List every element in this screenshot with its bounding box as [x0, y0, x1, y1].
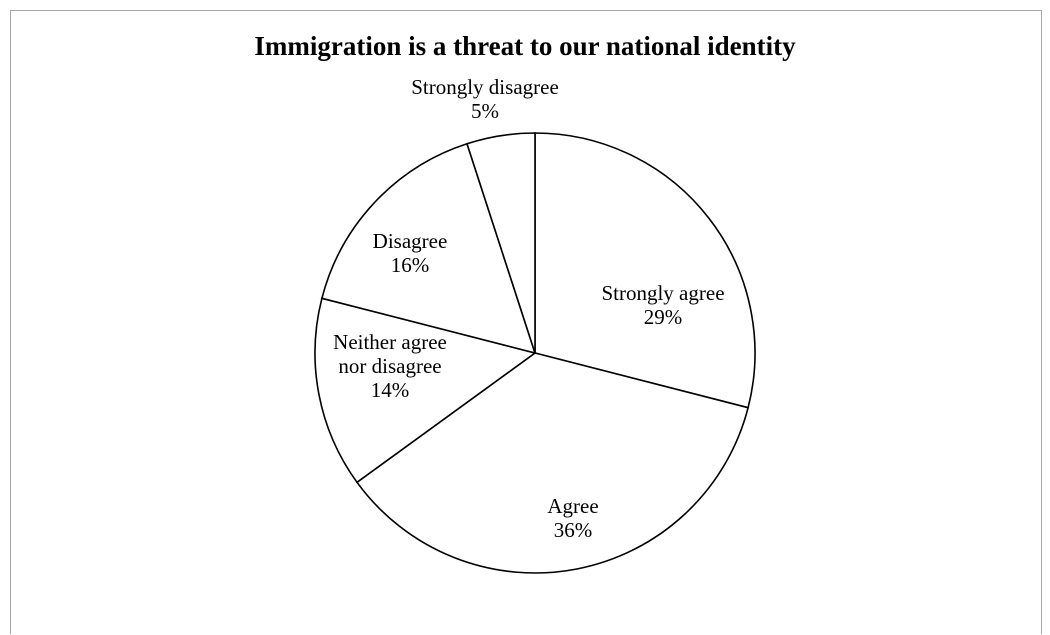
pie-slice	[466, 132, 536, 354]
slice-label: Disagree 16%	[373, 229, 448, 277]
chart-title: Immigration is a threat to our national …	[254, 31, 796, 61]
pie-slice	[534, 132, 756, 409]
slice-percent: 14%	[371, 378, 410, 402]
slice-category: Agree	[547, 494, 598, 518]
pie-slice	[320, 142, 537, 355]
slice-category: Strongly agree	[601, 281, 724, 305]
slice-percent: 36%	[554, 518, 593, 542]
slice-label: Strongly agree 29%	[601, 281, 724, 329]
slice-category: Strongly disagree	[411, 75, 559, 99]
slice-percent: 16%	[391, 253, 430, 277]
pie-slice	[314, 297, 537, 484]
slice-label: Agree 36%	[547, 494, 598, 542]
slice-label: Strongly disagree 5%	[411, 75, 559, 123]
pie-labels: Strongly agree 29% Agree 36% Neither agree no…	[333, 75, 724, 542]
slice-percent: 29%	[644, 305, 683, 329]
slice-percent: 5%	[471, 99, 499, 123]
slice-category: Neither agree	[333, 330, 447, 354]
slice-label: Neither agree nor disagree 14%	[333, 330, 447, 402]
pie-slice	[355, 352, 750, 574]
slice-category: nor disagree	[338, 354, 441, 378]
pie-slices	[314, 132, 756, 574]
slice-category: Disagree	[373, 229, 448, 253]
